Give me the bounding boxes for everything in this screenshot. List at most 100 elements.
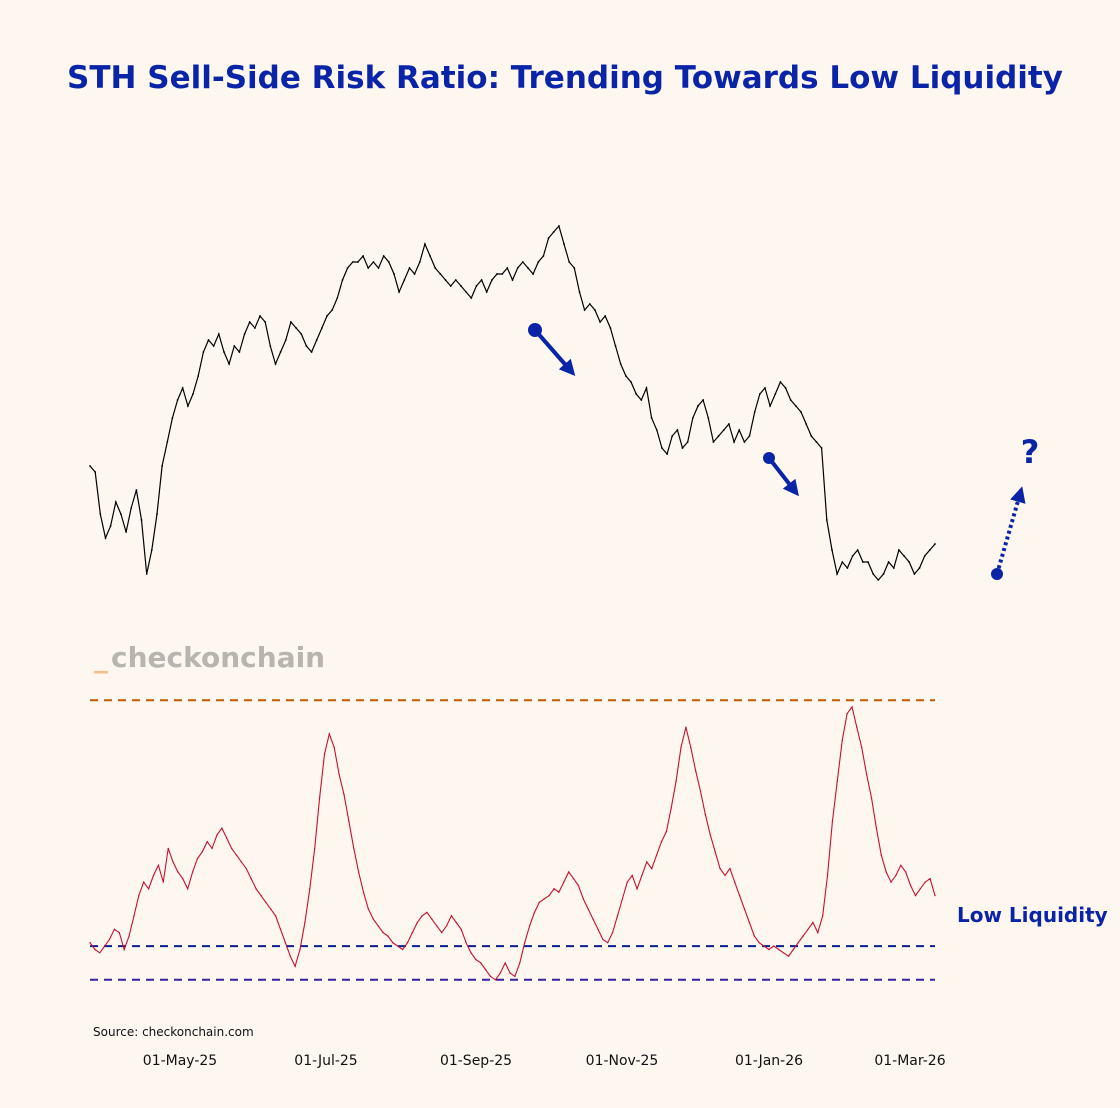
price-point [439,273,442,275]
annotation-arrow-1 [533,328,576,377]
ratio-point [582,898,584,900]
ratio-point [709,834,711,836]
price-point [341,279,344,281]
price-point [114,501,117,503]
price-point [836,573,838,575]
price-point [336,297,339,299]
ratio-point [123,948,125,951]
ratio-series-line [89,705,936,981]
ratio-point [924,881,926,883]
price-point [908,561,911,563]
ratio-point [621,898,624,900]
price-point [841,561,844,563]
price-point [609,327,612,329]
threshold-lines [90,699,935,981]
price-point [666,453,668,455]
ratio-point [787,955,790,957]
ratio-point [128,935,130,937]
price-point [130,507,133,509]
ratio-point [563,881,565,883]
price-point [403,279,406,281]
ratio-point [768,948,770,951]
ratio-point [206,841,208,843]
ratio-point [333,746,335,749]
ratio-point [758,942,760,944]
ratio-point [665,830,668,833]
price-point [887,561,890,563]
ratio-point [870,797,873,799]
ratio-point [738,894,741,897]
ratio-point [431,918,433,920]
price-point [769,405,771,407]
price-point [125,531,127,533]
price-point [248,321,251,323]
ratio-point [553,888,555,890]
price-point [867,561,869,563]
price-point [264,321,267,323]
ratio-point [230,847,233,850]
ratio-point [240,861,243,863]
price-point [758,393,761,395]
price-point [223,351,225,353]
annotations: ? [528,323,1039,580]
price-point [717,435,720,437]
source-label: Source: checkonchain.com [93,1025,254,1039]
ratio-point [880,854,882,856]
x-tick-label: 01-Jan-26 [735,1053,803,1069]
price-point [676,429,679,431]
ratio-point [441,931,443,934]
price-point [892,567,895,569]
price-point [362,255,364,257]
ratio-point [528,925,531,927]
ratio-point [182,878,184,880]
price-point [135,489,138,491]
ratio-point [641,874,643,877]
price-point [635,393,638,395]
price-point [310,351,313,353]
price-point [671,435,674,437]
ratio-point [318,797,321,799]
price-point [94,471,97,473]
price-point [552,231,555,233]
ratio-point [607,942,609,944]
ratio-point [802,935,804,937]
price-point [898,549,900,551]
price-point [418,261,421,263]
price-point [815,441,818,443]
price-point [470,297,473,299]
ratio-point [94,948,96,951]
ratio-point [138,894,140,897]
ratio-point [851,706,853,708]
price-point [779,381,782,383]
price-point [640,399,643,401]
price-point [331,309,334,311]
price-point [825,519,828,521]
price-point [279,351,282,353]
ratio-point [646,861,648,863]
price-point [599,321,601,323]
price-point [300,333,303,335]
price-point [171,417,174,419]
ratio-point [304,921,306,924]
ratio-point [602,938,604,941]
ratio-point [905,871,907,873]
ratio-panel [89,705,936,981]
ratio-point [353,847,355,850]
x-tick-label: 01-Nov-25 [586,1053,659,1069]
ratio-point [245,867,247,870]
ratio-point [348,820,350,823]
price-point [104,537,107,539]
watermark: _ checkonchain [94,641,325,674]
price-point [429,255,431,257]
ratio-point [314,847,316,850]
ratio-point [875,827,878,829]
ratio-point [734,881,736,883]
ratio-point [499,972,501,974]
price-point [506,267,509,269]
price-point [521,261,524,263]
price-point [686,441,689,443]
price-point [243,333,246,335]
ratio-point [406,942,409,944]
price-point [434,267,437,269]
ratio-point [187,888,189,890]
